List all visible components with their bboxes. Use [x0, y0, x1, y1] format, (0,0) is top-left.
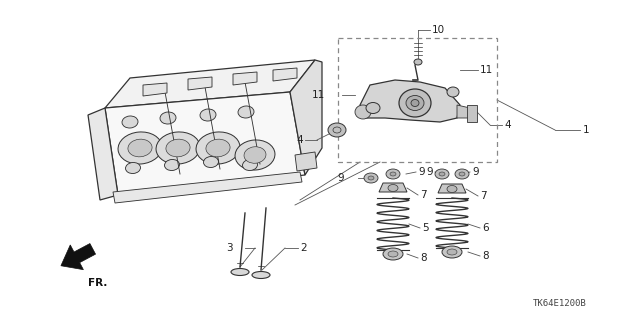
Ellipse shape [238, 106, 254, 118]
Text: 4: 4 [296, 135, 303, 145]
Ellipse shape [166, 139, 190, 157]
Ellipse shape [206, 139, 230, 157]
Ellipse shape [366, 102, 380, 114]
Ellipse shape [411, 100, 419, 107]
Polygon shape [457, 105, 470, 118]
Ellipse shape [204, 157, 218, 167]
Ellipse shape [390, 172, 396, 176]
Ellipse shape [355, 105, 371, 119]
Ellipse shape [455, 169, 469, 179]
Ellipse shape [442, 246, 462, 258]
Text: 7: 7 [480, 191, 486, 201]
Text: 9: 9 [337, 173, 344, 183]
Text: 2: 2 [300, 243, 307, 253]
Text: 8: 8 [420, 253, 427, 263]
Ellipse shape [156, 132, 200, 164]
Ellipse shape [122, 116, 138, 128]
Text: 7: 7 [420, 190, 427, 200]
Polygon shape [360, 80, 460, 122]
Ellipse shape [160, 112, 176, 124]
Text: 9: 9 [472, 167, 479, 177]
Text: 5: 5 [422, 223, 429, 233]
Ellipse shape [125, 162, 141, 174]
Ellipse shape [399, 89, 431, 117]
Bar [338, 38, 497, 162]
Polygon shape [143, 83, 167, 96]
Polygon shape [233, 72, 257, 85]
Polygon shape [188, 77, 212, 90]
Ellipse shape [414, 59, 422, 65]
Ellipse shape [459, 172, 465, 176]
Ellipse shape [328, 123, 346, 137]
Polygon shape [295, 152, 317, 171]
Polygon shape [379, 183, 407, 192]
Ellipse shape [196, 132, 240, 164]
Ellipse shape [447, 249, 457, 255]
Ellipse shape [244, 147, 266, 163]
Polygon shape [105, 92, 305, 195]
Text: 9: 9 [418, 167, 424, 177]
Polygon shape [105, 60, 315, 108]
Polygon shape [290, 60, 322, 175]
Ellipse shape [235, 140, 275, 170]
Ellipse shape [368, 176, 374, 180]
Polygon shape [61, 244, 95, 270]
Text: TK64E1200B: TK64E1200B [533, 300, 587, 308]
Polygon shape [438, 184, 466, 193]
Ellipse shape [447, 87, 459, 97]
Ellipse shape [447, 186, 457, 192]
Text: FR.: FR. [88, 278, 108, 288]
Text: 8: 8 [482, 251, 488, 261]
Polygon shape [467, 105, 477, 122]
Ellipse shape [128, 139, 152, 157]
Polygon shape [113, 172, 302, 203]
Ellipse shape [388, 184, 398, 191]
Text: 6: 6 [482, 223, 488, 233]
Text: 1: 1 [583, 125, 589, 135]
Ellipse shape [200, 109, 216, 121]
Ellipse shape [383, 248, 403, 260]
Text: 11: 11 [480, 65, 493, 75]
Text: 3: 3 [227, 243, 233, 253]
Ellipse shape [243, 160, 257, 171]
Ellipse shape [164, 160, 179, 171]
Ellipse shape [231, 269, 249, 276]
Text: 9: 9 [426, 167, 433, 177]
Text: 4: 4 [504, 120, 511, 130]
Ellipse shape [388, 251, 398, 257]
Text: 11: 11 [312, 90, 325, 100]
Ellipse shape [406, 95, 424, 110]
Ellipse shape [364, 173, 378, 183]
Ellipse shape [439, 172, 445, 176]
Polygon shape [273, 68, 297, 81]
Text: 10: 10 [432, 25, 445, 35]
Ellipse shape [435, 169, 449, 179]
Ellipse shape [386, 169, 400, 179]
Ellipse shape [252, 271, 270, 278]
Polygon shape [88, 108, 118, 200]
Ellipse shape [118, 132, 162, 164]
